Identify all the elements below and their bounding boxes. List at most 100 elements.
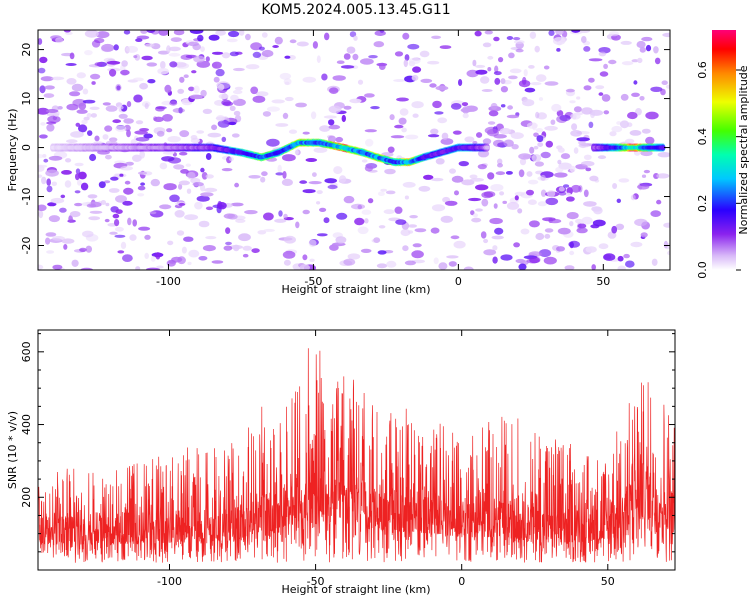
noise-blob: [640, 150, 653, 157]
noise-blob: [386, 260, 397, 268]
noise-blob: [534, 161, 545, 167]
noise-blob: [126, 101, 132, 108]
noise-blob: [554, 172, 568, 178]
noise-blob: [645, 136, 655, 145]
noise-blob: [260, 176, 266, 183]
noise-blob: [544, 233, 551, 239]
noise-blob: [327, 184, 338, 190]
noise-blob: [250, 86, 259, 95]
noise-blob: [38, 210, 44, 219]
noise-blob: [611, 125, 623, 133]
noise-blob: [403, 59, 408, 68]
noise-blob: [279, 72, 292, 80]
noise-blob: [347, 253, 361, 260]
noise-blob: [193, 55, 206, 63]
noise-blob: [634, 218, 648, 227]
noise-blob: [589, 175, 599, 182]
noise-blob: [513, 40, 525, 44]
noise-blob: [114, 234, 126, 238]
noise-blob: [208, 34, 220, 41]
noise-blob: [117, 250, 125, 254]
noise-blob: [433, 257, 439, 265]
noise-blob: [343, 258, 356, 266]
noise-blob: [211, 51, 224, 55]
noise-blob: [74, 162, 84, 167]
noise-blob: [377, 191, 385, 196]
noise-blob: [284, 55, 291, 59]
noise-blob: [617, 255, 624, 262]
noise-blob: [77, 179, 82, 186]
noise-blob: [275, 123, 289, 127]
noise-blob: [221, 99, 232, 106]
noise-blob: [660, 88, 666, 96]
noise-blob: [105, 202, 110, 207]
noise-blob: [177, 88, 185, 94]
noise-blob: [529, 257, 540, 264]
noise-blob: [513, 242, 520, 248]
noise-blob: [38, 165, 45, 172]
colorbar-tick-label: 0.2: [696, 195, 709, 213]
noise-blob: [84, 50, 93, 56]
noise-blob: [136, 35, 150, 40]
noise-blob: [487, 55, 494, 60]
noise-blob: [283, 78, 292, 86]
noise-blob: [641, 174, 647, 178]
noise-blob: [47, 115, 61, 124]
noise-blob: [468, 197, 482, 202]
noise-blob: [440, 215, 453, 223]
noise-blob: [635, 108, 642, 116]
noise-blob: [281, 178, 293, 186]
noise-blob: [384, 168, 396, 175]
noise-blob: [309, 258, 315, 262]
noise-blob: [380, 188, 388, 192]
noise-blob: [295, 102, 307, 108]
noise-blob: [283, 213, 288, 219]
noise-blob: [144, 102, 149, 109]
noise-blob: [144, 234, 151, 240]
noise-blob: [475, 64, 486, 68]
noise-blob: [302, 254, 308, 261]
noise-blob: [231, 133, 240, 138]
noise-blob: [583, 85, 592, 91]
noise-blob: [211, 61, 222, 69]
noise-blob: [503, 139, 514, 147]
noise-blob: [312, 172, 317, 178]
noise-blob: [302, 131, 310, 135]
noise-blob: [45, 169, 59, 177]
noise-blob: [138, 226, 151, 231]
noise-blob: [63, 30, 71, 33]
noise-blob: [361, 209, 372, 215]
noise-blob: [144, 252, 149, 259]
noise-blob: [178, 180, 190, 186]
noise-blob: [491, 235, 504, 240]
y-tick-label: 0: [20, 144, 33, 151]
noise-blob: [612, 183, 618, 189]
noise-blob: [94, 62, 103, 66]
noise-blob: [308, 239, 317, 247]
noise-blob: [187, 171, 196, 180]
noise-blob: [506, 201, 520, 210]
noise-blob: [609, 131, 617, 137]
noise-blob: [409, 215, 418, 219]
noise-blob: [540, 189, 547, 197]
noise-blob: [43, 93, 55, 98]
noise-blob: [217, 202, 227, 210]
noise-blob: [601, 94, 611, 102]
noise-blob: [400, 228, 411, 237]
noise-blob: [166, 259, 176, 267]
noise-blob: [178, 107, 183, 114]
noise-blob: [411, 250, 424, 259]
noise-blob: [46, 124, 55, 132]
noise-blob: [160, 61, 166, 69]
noise-blob: [608, 59, 617, 65]
noise-blob: [205, 206, 214, 211]
noise-blob: [449, 168, 456, 174]
noise-blob: [284, 96, 294, 102]
noise-blob: [294, 149, 299, 155]
noise-blob: [115, 125, 127, 132]
noise-blob: [46, 250, 55, 254]
noise-blob: [663, 222, 670, 228]
noise-blob: [167, 240, 174, 246]
noise-blob: [82, 99, 96, 104]
noise-blob: [545, 197, 559, 206]
